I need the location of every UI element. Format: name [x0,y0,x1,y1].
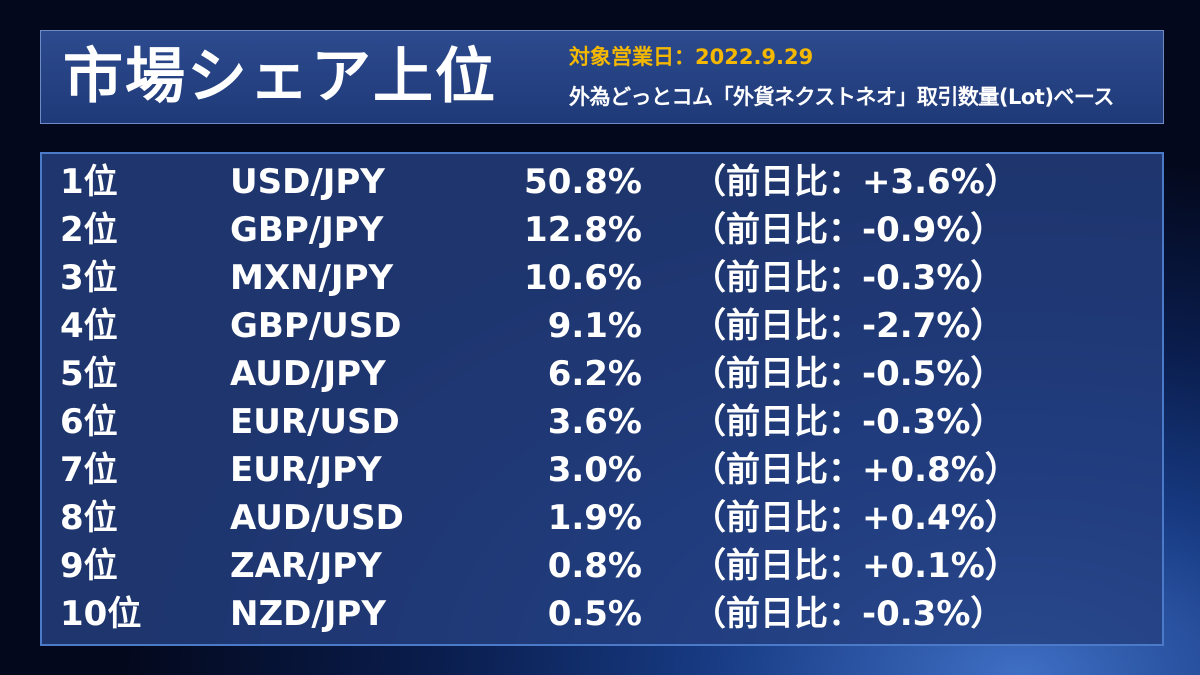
rank-label: 8位 [60,498,118,538]
ranking-row: 8位 AUD/USD 1.9% （前日比：+0.4%） [42,494,1162,542]
rank-label: 4位 [60,306,118,346]
day-change: （前日比：-0.3%） [692,258,1005,298]
day-change: （前日比：+3.6%） [692,162,1019,202]
ranking-row: 10位 NZD/JPY 0.5% （前日比：-0.3%） [42,590,1162,638]
day-change: （前日比：+0.1%） [692,546,1019,586]
currency-pair: GBP/JPY [230,210,384,250]
currency-pair: MXN/JPY [230,258,394,298]
day-change: （前日比：-0.3%） [692,402,1005,442]
currency-pair: ZAR/JPY [230,546,382,586]
ranking-row: 7位 EUR/JPY 3.0% （前日比：+0.8%） [42,446,1162,494]
day-change: （前日比：-0.3%） [692,594,1005,634]
market-share: 3.6% [547,402,642,442]
market-share: 50.8% [524,162,642,202]
day-change: （前日比：-0.5%） [692,354,1005,394]
rank-label: 2位 [60,210,118,250]
ranking-row: 6位 EUR/USD 3.6% （前日比：-0.3%） [42,398,1162,446]
day-change: （前日比：-0.9%） [692,210,1005,250]
currency-pair: AUD/JPY [230,354,386,394]
market-share: 0.8% [547,546,642,586]
market-share: 10.6% [524,258,642,298]
currency-pair: NZD/JPY [230,594,386,634]
ranking-row: 3位 MXN/JPY 10.6% （前日比：-0.3%） [42,254,1162,302]
day-change: （前日比：-2.7%） [692,306,1005,346]
rank-label: 3位 [60,258,118,298]
market-share: 0.5% [547,594,642,634]
rank-label: 10位 [60,594,142,634]
rank-label: 5位 [60,354,118,394]
market-share: 9.1% [547,306,642,346]
currency-pair: GBP/USD [230,306,402,346]
currency-pair: AUD/USD [230,498,404,538]
header-banner: 市場シェア上位 対象営業日：2022.9.29 外為どっとコム「外貨ネクストネオ… [40,30,1164,124]
ranking-row: 9位 ZAR/JPY 0.8% （前日比：+0.1%） [42,542,1162,590]
rank-label: 1位 [60,162,118,202]
currency-pair: USD/JPY [230,162,385,202]
ranking-row: 5位 AUD/JPY 6.2% （前日比：-0.5%） [42,350,1162,398]
market-share: 3.0% [547,450,642,490]
market-share: 1.9% [547,498,642,538]
page-title: 市場シェア上位 [63,42,497,112]
currency-pair: EUR/JPY [230,450,382,490]
currency-pair: EUR/USD [230,402,400,442]
rank-label: 7位 [60,450,118,490]
ranking-panel: 1位 USD/JPY 50.8% （前日比：+3.6%） 2位 GBP/JPY … [40,152,1164,646]
data-source-label: 外為どっとコム「外貨ネクストネオ」取引数量(Lot)ベース [569,85,1114,109]
rank-label: 6位 [60,402,118,442]
ranking-row: 4位 GBP/USD 9.1% （前日比：-2.7%） [42,302,1162,350]
day-change: （前日比：+0.8%） [692,450,1019,490]
rank-label: 9位 [60,546,118,586]
ranking-row: 1位 USD/JPY 50.8% （前日比：+3.6%） [42,158,1162,206]
business-date-label: 対象営業日：2022.9.29 [569,45,814,69]
ranking-row: 2位 GBP/JPY 12.8% （前日比：-0.9%） [42,206,1162,254]
market-share: 12.8% [524,210,642,250]
market-share: 6.2% [547,354,642,394]
day-change: （前日比：+0.4%） [692,498,1019,538]
